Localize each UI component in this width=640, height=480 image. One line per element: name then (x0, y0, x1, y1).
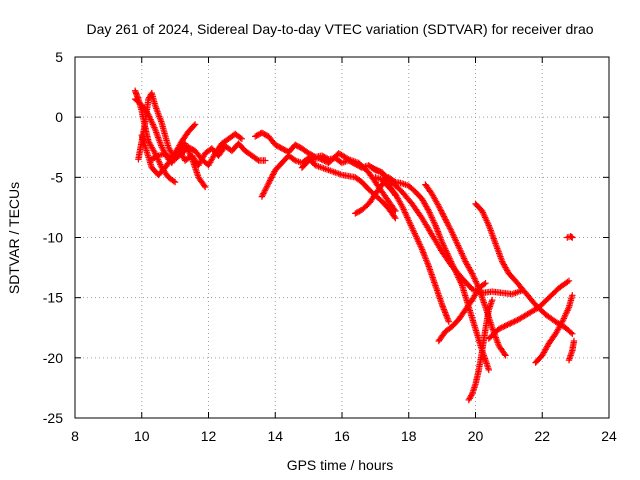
x-tick-label: 20 (468, 428, 484, 444)
x-axis-label: GPS time / hours (287, 457, 394, 473)
x-tick-label: 8 (71, 428, 79, 444)
y-tick-label: -25 (43, 410, 63, 426)
x-tick-label: 12 (201, 428, 217, 444)
y-tick-label: -10 (43, 230, 63, 246)
data-point-markers (368, 164, 526, 298)
y-tick-label: 0 (55, 109, 63, 125)
series-arc-18 (565, 337, 578, 364)
x-tick-label: 22 (534, 428, 550, 444)
data-point-markers (372, 174, 452, 325)
x-tick-label: 16 (334, 428, 350, 444)
series-arc-10 (372, 174, 452, 325)
data-point-markers (435, 280, 489, 345)
x-tick-label: 10 (134, 428, 150, 444)
y-tick-label: -15 (43, 290, 63, 306)
series-arc-16 (465, 296, 496, 404)
series-arc-12 (422, 181, 509, 359)
series-arc-5 (138, 132, 209, 191)
y-tick-label: -20 (43, 350, 63, 366)
data-point-markers (465, 296, 496, 404)
series-arc-19 (564, 233, 576, 241)
series-arc-7 (258, 152, 399, 222)
series-arc-11 (368, 164, 526, 298)
series-arc-17 (532, 292, 576, 366)
y-axis-label: SDTVAR / TECUs (6, 182, 22, 294)
data-point-markers (485, 277, 573, 342)
data-point-markers (532, 292, 576, 366)
data-point-markers (138, 132, 209, 191)
y-tick-label: 5 (55, 49, 63, 65)
series-arc-9 (352, 174, 492, 374)
data-point-markers (565, 337, 578, 364)
data-point-markers (422, 181, 509, 359)
x-tick-label: 24 (601, 428, 617, 444)
series-arc-15 (485, 277, 573, 342)
x-tick-label: 18 (401, 428, 417, 444)
data-point-markers (352, 174, 492, 374)
y-tick-label: -5 (51, 169, 64, 185)
data-point-markers (258, 152, 399, 222)
data-point-markers (564, 233, 576, 241)
series-arc-13 (435, 280, 489, 345)
x-tick-label: 14 (267, 428, 283, 444)
chart-title: Day 261 of 2024, Sidereal Day-to-day VTE… (86, 21, 593, 37)
